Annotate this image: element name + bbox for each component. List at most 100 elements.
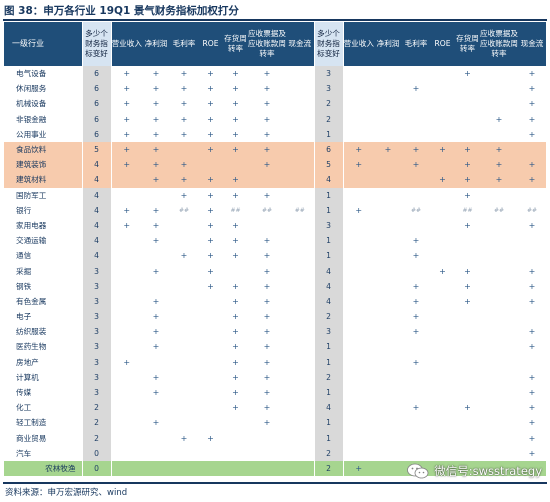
indicator-count: 6 — [81, 66, 112, 82]
improvement-mark — [402, 370, 430, 385]
header-metric: 应收票据及应收账款周转率 — [248, 22, 286, 66]
improvement-mark: + — [170, 157, 198, 173]
improvement-mark: + — [180, 99, 188, 109]
improvement-mark — [518, 141, 546, 158]
improvement-mark: + — [263, 342, 271, 352]
table-row: 化工 2 + +4 + + + — [4, 400, 546, 416]
header-count: 多少个财务指标变好 — [313, 22, 344, 66]
improvement-mark — [170, 279, 198, 294]
improvement-mark: + — [232, 220, 239, 230]
improvement-mark — [455, 81, 480, 96]
table-row: 轻工制造 2 + +1 + — [4, 415, 546, 431]
improvement-mark — [286, 233, 314, 248]
industry-name: 建筑材料 — [4, 172, 82, 188]
improvement-mark — [374, 248, 402, 263]
table-row: 国防军工 4 + + + +1 + — [4, 187, 546, 203]
header-metric: 存货周转率 — [223, 22, 248, 66]
improvement-mark: + — [528, 403, 536, 413]
industry-name: 食品饮料 — [4, 141, 82, 158]
improvement-mark: + — [263, 418, 271, 428]
improvement-mark — [518, 355, 546, 370]
improvement-mark: + — [142, 157, 170, 173]
improvement-mark — [518, 188, 546, 203]
improvement-mark: + — [123, 69, 131, 79]
improvement-mark: + — [232, 84, 239, 94]
improvement-mark: + — [412, 84, 420, 94]
improvement-mark: + — [232, 99, 239, 109]
improvement-mark — [430, 233, 455, 248]
improvement-mark: + — [263, 190, 271, 200]
improvement-mark — [111, 339, 142, 354]
improvement-mark: + — [412, 296, 420, 306]
improvement-mark — [402, 66, 430, 81]
table-row: 有色金属 3 + + +4 + + + — [4, 293, 546, 309]
improvement-mark — [223, 263, 248, 278]
improvement-mark — [480, 460, 518, 477]
indicator-count: 3 — [313, 217, 344, 234]
improvement-mark: + — [232, 251, 239, 261]
indicator-count: 0 — [81, 445, 112, 461]
improvement-mark — [142, 446, 170, 461]
improvement-mark — [111, 233, 142, 248]
industry-name: 化工 — [16, 403, 32, 413]
table-row: 非银金融 6 + + + + + +2 + + — [4, 111, 546, 127]
improvement-mark — [170, 233, 198, 248]
improvement-mark — [343, 339, 374, 354]
improvement-mark — [430, 294, 455, 309]
improvement-mark — [480, 385, 518, 400]
improvement-mark — [286, 460, 314, 477]
improvement-mark: + — [402, 157, 430, 173]
header-metric: 净利润 — [374, 22, 402, 66]
improvement-mark — [198, 385, 223, 400]
improvement-mark — [223, 157, 248, 173]
improvement-mark — [430, 460, 455, 477]
indicator-count: 4 — [313, 293, 344, 309]
indicator-count: 4 — [313, 278, 344, 294]
improvement-mark — [343, 233, 374, 248]
improvement-mark: + — [263, 236, 271, 246]
improvement-mark: + — [263, 296, 271, 306]
industry-name: 家用电器 — [16, 220, 47, 230]
improvement-mark — [223, 460, 248, 477]
improvement-mark — [455, 355, 480, 370]
improvement-mark: ## — [493, 206, 505, 214]
improvement-mark — [455, 415, 480, 430]
improvement-mark — [343, 355, 374, 370]
indicator-count: 1 — [313, 415, 344, 431]
improvement-mark — [455, 339, 480, 354]
improvement-mark: + — [412, 357, 420, 367]
improvement-mark — [170, 415, 198, 430]
improvement-mark — [402, 127, 430, 142]
improvement-mark: + — [464, 281, 471, 291]
improvement-mark: ## — [178, 206, 190, 214]
table-row: 电气设备 6 + + + + + +3 + + — [4, 66, 546, 82]
improvement-mark — [286, 248, 314, 263]
improvement-mark: ## — [462, 206, 473, 214]
improvement-mark — [198, 324, 223, 339]
improvement-mark: + — [263, 84, 271, 94]
industry-name: 钢铁 — [16, 281, 32, 291]
improvement-mark: ## — [294, 206, 305, 214]
improvement-mark: + — [152, 342, 160, 352]
improvement-mark — [248, 446, 286, 461]
improvement-mark — [374, 415, 402, 430]
improvement-mark: + — [152, 418, 160, 428]
improvement-mark: + — [123, 84, 131, 94]
improvement-mark — [374, 446, 402, 461]
improvement-mark — [518, 309, 546, 324]
improvement-mark — [170, 355, 198, 370]
improvement-mark: + — [263, 266, 271, 276]
header-metric: 毛利率 — [402, 22, 430, 66]
improvement-mark — [374, 157, 402, 173]
improvement-mark — [480, 263, 518, 278]
improvement-mark: + — [528, 433, 536, 443]
indicator-count: 4 — [81, 217, 112, 234]
improvement-mark — [374, 385, 402, 400]
improvement-mark — [430, 203, 455, 218]
industry-name: 纺织服装 — [16, 327, 47, 337]
improvement-mark: + — [263, 251, 271, 261]
improvement-mark — [111, 279, 142, 294]
table-row: 计算机 3 + + +2 + — [4, 369, 546, 385]
improvement-mark: + — [223, 172, 248, 188]
improvement-mark: + — [412, 403, 420, 413]
